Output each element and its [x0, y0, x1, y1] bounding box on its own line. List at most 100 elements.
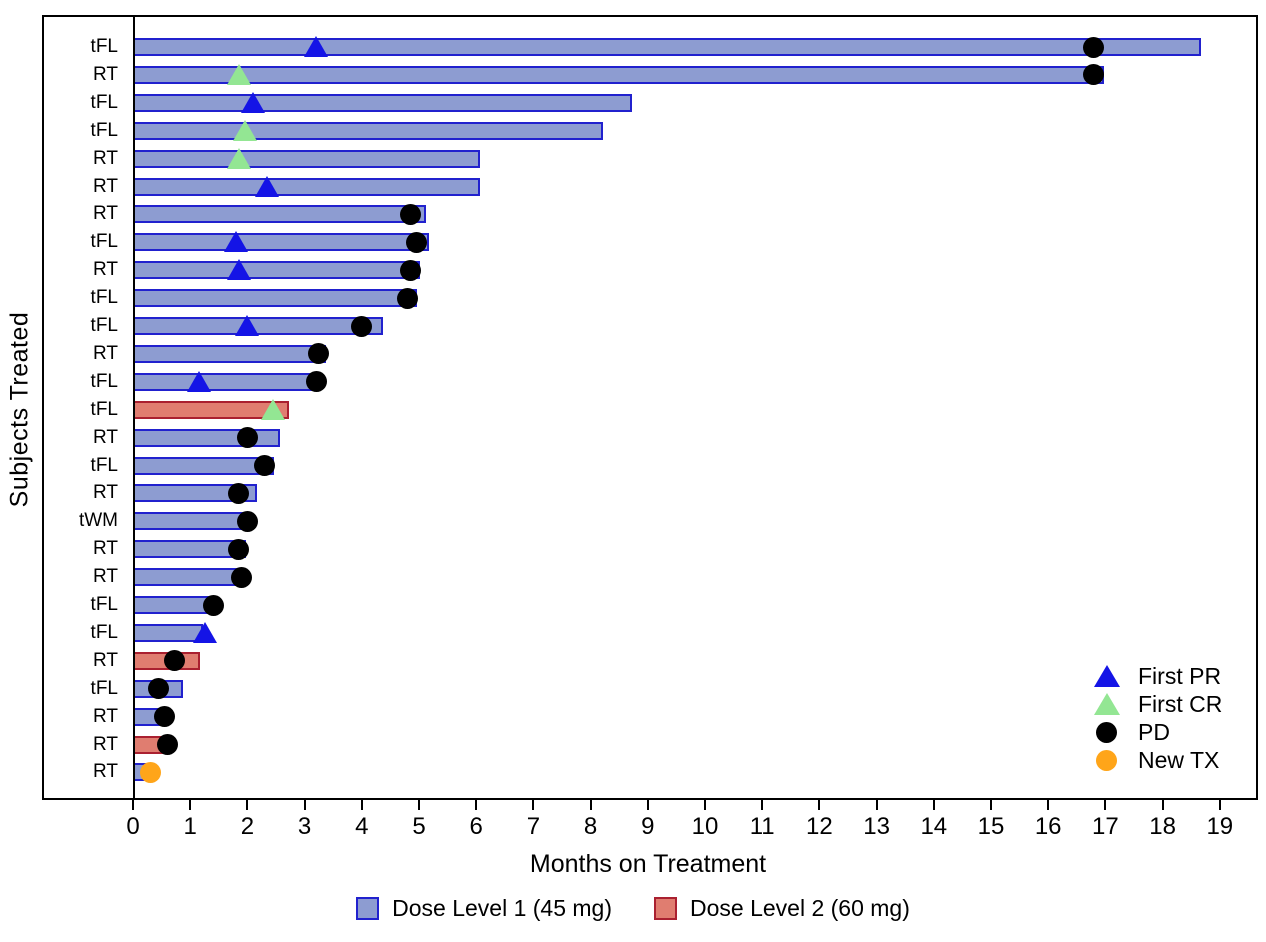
dose-2-swatch: [654, 897, 677, 920]
x-tick-label: 12: [806, 813, 833, 840]
subject-label: tFL: [90, 315, 118, 336]
x-tick: [246, 800, 249, 810]
subject-label: tFL: [90, 119, 118, 141]
x-tick: [818, 800, 821, 810]
x-tick: [303, 800, 306, 810]
subject-label: RT: [93, 761, 118, 783]
x-tick: [646, 800, 649, 810]
subject-label: tFL: [90, 36, 118, 57]
x-tick-label: 4: [355, 813, 369, 840]
legend-item: First CR: [1092, 690, 1252, 718]
legend-label: First CR: [1138, 691, 1223, 717]
subject-label: RT: [93, 259, 118, 281]
x-axis-title: Months on Treatment: [529, 850, 767, 878]
subject-label: RT: [93, 538, 118, 560]
pd-circle-icon: [231, 566, 253, 588]
x-tick: [132, 800, 134, 810]
pd-circle-icon: [148, 678, 170, 700]
treatment-bar-dose1: [133, 38, 1201, 56]
x-tick-label: 17: [1092, 813, 1119, 840]
first-pr-triangle-icon: [186, 370, 211, 392]
marker-legend: First PR First CR PD New TX: [1092, 662, 1252, 774]
pd-circle-icon: [228, 482, 250, 504]
subject-label: tFL: [90, 91, 118, 113]
first-cr-triangle-icon: [226, 147, 251, 169]
x-tick: [704, 800, 706, 810]
pd-circle-icon: [236, 510, 258, 532]
subject-label: RT: [93, 705, 118, 727]
dose-legend-label: Dose Level 1 (45 mg): [392, 895, 612, 921]
subject-label: tFL: [90, 454, 118, 476]
first-pr-triangle-icon: [192, 621, 217, 643]
x-tick-label: 15: [977, 813, 1005, 840]
subject-label: tWM: [78, 510, 118, 532]
pd-circle-icon: [308, 343, 330, 365]
x-tick: [189, 800, 192, 810]
x-tick-label: 0: [126, 813, 140, 840]
first-pr-triangle-icon: [235, 315, 260, 336]
treatment-bar-dose1: [133, 428, 280, 447]
x-tick: [875, 800, 878, 810]
treatment-bar-dose1: [133, 149, 481, 168]
x-tick: [990, 800, 992, 810]
x-tick: [932, 800, 935, 810]
x-tick-label: 16: [1034, 813, 1062, 840]
treatment-bar-dose1: [133, 596, 212, 614]
treatment-bar-dose1: [133, 65, 1104, 84]
subject-label: RT: [93, 175, 118, 197]
subject-label: tFL: [90, 621, 118, 643]
subject-label: RT: [93, 733, 118, 755]
zero-axis-line: [133, 17, 135, 798]
x-tick-label: 11: [749, 813, 775, 840]
subject-label: RT: [93, 147, 118, 169]
x-tick-label: 8: [583, 813, 598, 840]
subject-label: RT: [93, 649, 118, 671]
pd-circle-icon: [228, 538, 250, 560]
first-cr-triangle-icon: [226, 63, 251, 85]
pd-circle-icon: [254, 455, 276, 476]
dose-legend-item: Dose Level 2 (60 mg): [654, 895, 910, 922]
pd-circle-icon: [399, 259, 421, 281]
x-tick-label: 19: [1206, 813, 1234, 840]
x-tick-label: 9: [641, 813, 655, 840]
treatment-bar-dose1: [133, 344, 326, 363]
treatment-bar-dose1: [133, 372, 321, 391]
y-axis-title: Subjects Treated: [5, 311, 34, 508]
x-tick-label: 14: [920, 813, 948, 840]
pd-circle-icon: [399, 203, 421, 225]
pd-circle-icon: [351, 315, 373, 337]
legend-label: PD: [1138, 719, 1170, 745]
pd-circle-icon: [1096, 722, 1117, 743]
subject-label: tFL: [90, 677, 118, 699]
pd-circle-icon: [1083, 36, 1105, 58]
x-tick-label: 5: [412, 813, 426, 840]
legend-item: PD: [1092, 718, 1252, 746]
dose-1-swatch: [356, 897, 380, 920]
x-tick-label: 2: [240, 813, 255, 840]
first-pr-triangle-icon: [255, 175, 280, 197]
x-tick: [761, 800, 764, 810]
pd-circle-icon: [153, 706, 175, 728]
subject-label: tFL: [90, 398, 118, 420]
treatment-bar-dose1: [133, 177, 481, 196]
subject-label: tFL: [90, 594, 118, 615]
first-pr-triangle-icon: [226, 259, 251, 281]
x-tick-label: 3: [297, 813, 312, 840]
legend-label: First PR: [1138, 663, 1222, 689]
x-tick-label: 13: [863, 813, 890, 840]
first-pr-triangle-icon: [304, 36, 329, 57]
subject-label: RT: [93, 342, 118, 364]
legend-label: New TX: [1138, 747, 1220, 773]
subject-label: tFL: [90, 287, 118, 309]
pd-circle-icon: [405, 231, 427, 253]
x-tick: [1161, 800, 1164, 810]
x-tick-label: 1: [183, 813, 197, 840]
new-tx-circle-icon: [139, 761, 161, 783]
first-pr-triangle-icon: [1094, 665, 1120, 687]
subject-label: tFL: [90, 370, 118, 392]
treatment-bar-dose1: [133, 233, 429, 252]
treatment-bar-dose1: [133, 512, 246, 531]
pd-circle-icon: [202, 594, 224, 616]
pd-circle-icon: [163, 650, 185, 672]
